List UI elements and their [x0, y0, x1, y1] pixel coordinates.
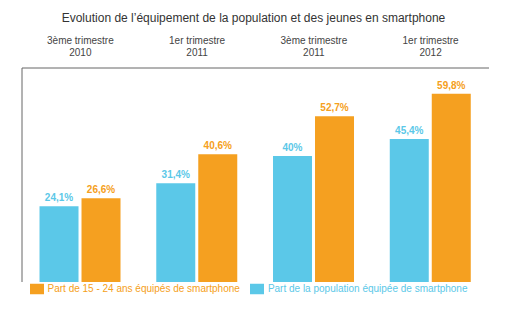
svg-text:59,8%: 59,8% — [437, 80, 465, 91]
html-text:Part de 15 - 24 ans équipés de: Part de 15 - 24 ans équipés de smartphon… — [47, 282, 240, 294]
svg-text:31,4%: 31,4% — [162, 169, 190, 180]
svg-text:1er trimestre2012: 1er trimestre2012 — [403, 35, 460, 58]
svg-text:52,7%: 52,7% — [320, 102, 348, 113]
html-text:Evolution de l’équipement de l: Evolution de l’équipement de la populati… — [61, 11, 446, 25]
svg-text:40%: 40% — [283, 142, 303, 153]
svg-text:40,6%: 40,6% — [204, 140, 232, 151]
svg-text:26,6%: 26,6% — [87, 184, 115, 195]
html-text:Part de la population équipée: Part de la population équipée de smartph… — [267, 282, 468, 294]
svg-text:24,1%: 24,1% — [45, 192, 73, 203]
svg-text:3ème trimestre2010: 3ème trimestre2010 — [47, 35, 114, 58]
svg-text:1er trimestre2011: 1er trimestre2011 — [169, 35, 226, 58]
svg-text:3ème trimestre2011: 3ème trimestre2011 — [281, 35, 348, 58]
svg-text:45,4%: 45,4% — [395, 125, 423, 136]
